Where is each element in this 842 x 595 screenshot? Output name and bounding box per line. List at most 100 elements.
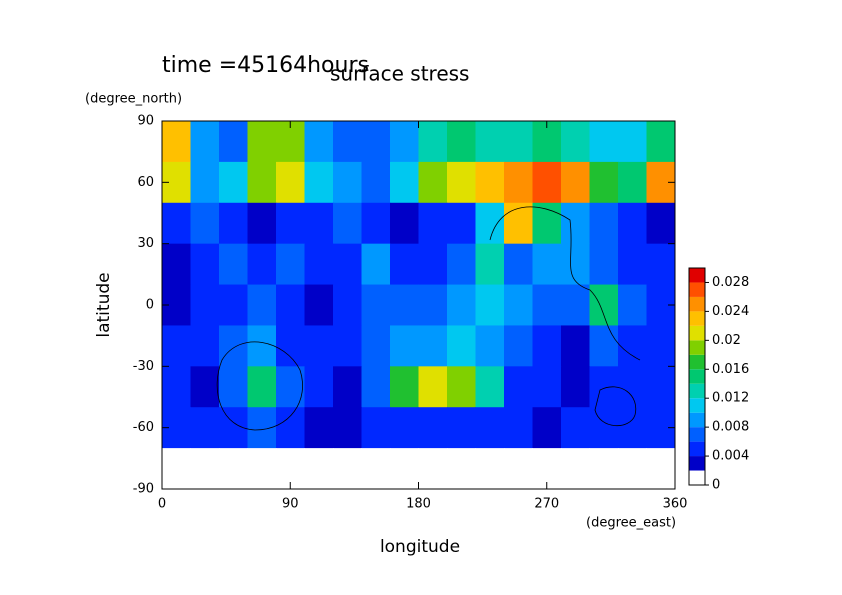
cell [190,121,220,163]
cell [447,407,476,449]
cell [646,448,676,490]
cell [532,325,562,367]
cell [589,161,619,204]
cell [304,284,334,326]
colorbar-segment [689,441,705,457]
cell [475,202,505,245]
cell [447,161,476,204]
cell [304,325,334,367]
cell [190,366,220,408]
cell [504,161,533,204]
cell [561,366,590,408]
cell [475,366,505,408]
cell [333,121,362,163]
cell [361,161,391,204]
cell [447,325,476,367]
y-tick-label: 30 [137,236,154,251]
cell [247,243,277,286]
cell [190,325,220,367]
cell [247,284,277,326]
cell [390,243,419,286]
cell [390,448,419,490]
cell [390,366,419,408]
colorbar-tick-label: 0.016 [712,362,749,377]
cell [561,243,590,286]
y-unit: (degree_north) [85,92,182,107]
cell [219,243,248,286]
cell [390,325,419,367]
cell [646,366,676,408]
cell [390,284,419,326]
cell [390,407,419,449]
cell [475,161,505,204]
y-tick-label: -90 [133,482,154,497]
cell [532,243,562,286]
cell [361,284,391,326]
x-tick-label: 90 [282,497,299,512]
cell [276,161,305,204]
cell [447,366,476,408]
colorbar-segment [689,354,705,370]
coastline [594,386,637,427]
cell [475,407,505,449]
cell [276,325,305,367]
colorbar-segment [689,470,705,485]
cell [190,161,220,204]
cell [333,407,362,449]
y-axis-label: latitude [94,272,114,337]
x-axis-label: longitude [380,537,460,557]
cell [418,366,448,408]
cell [247,325,277,367]
colorbar-segment [689,427,705,442]
cell [589,448,619,490]
cell [646,121,676,163]
colorbar-tick-label: 0.02 [712,333,741,348]
cell [333,161,362,204]
y-tick-label: 0 [146,298,154,313]
colorbar-tick-label: 0.028 [712,275,749,290]
cell [190,448,220,490]
cell [162,121,191,163]
cell [190,407,220,449]
cell [219,448,248,490]
y-tick-label: 60 [137,175,154,190]
colorbar-segment [689,412,705,428]
cell [561,448,590,490]
cell [361,366,391,408]
colorbar-segment [689,268,705,283]
cell [618,284,647,326]
cell [447,284,476,326]
cell [618,243,647,286]
cell [532,366,562,408]
cell [162,202,191,245]
cell [504,366,533,408]
cell [390,202,419,245]
cell [418,407,448,449]
x-tick-label: 360 [663,497,688,512]
cell [361,121,391,163]
cell [475,121,505,163]
cell [589,121,619,163]
cell [304,202,334,245]
cell [304,407,334,449]
cell [304,121,334,163]
y-tick-label: -60 [133,420,154,435]
cell [447,121,476,163]
cell [333,325,362,367]
cell [276,202,305,245]
cell [504,448,533,490]
cell [219,366,248,408]
cell [361,243,391,286]
cell [618,366,647,408]
cell [304,161,334,204]
cell [532,407,562,449]
cell [418,284,448,326]
cell [532,202,562,245]
cell [561,161,590,204]
cell [247,161,277,204]
cell [618,325,647,367]
colorbar-segment [689,383,705,399]
cell [504,202,533,245]
cell [618,407,647,449]
